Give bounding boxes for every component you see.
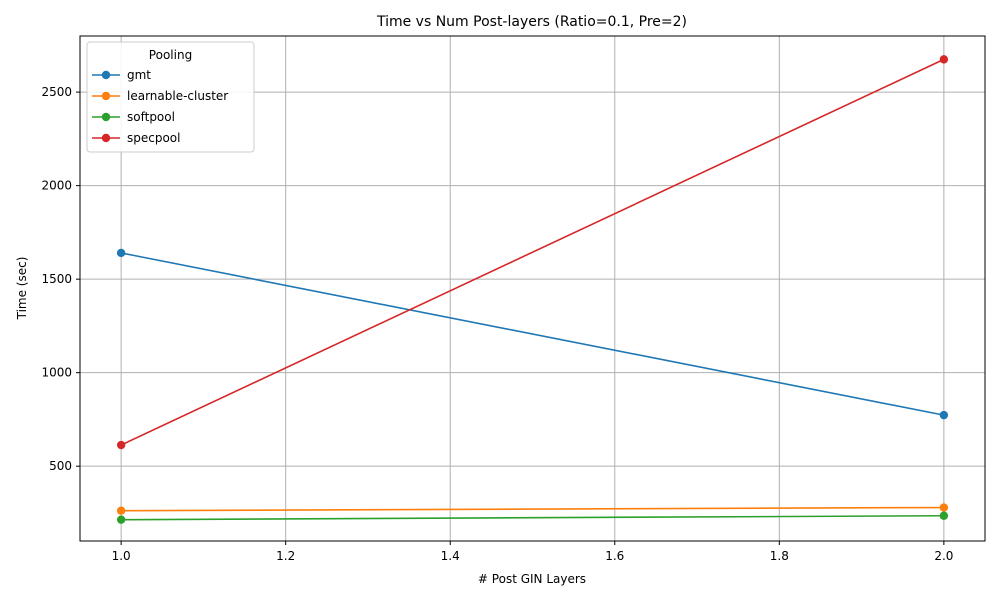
y-tick-label: 2500 <box>41 85 72 99</box>
legend-label: gmt <box>127 68 151 82</box>
legend-label: learnable-cluster <box>127 89 228 103</box>
x-tick-label: 2.0 <box>934 549 953 563</box>
legend-item: gmt <box>92 68 151 82</box>
legend-label: softpool <box>127 110 175 124</box>
legend-marker <box>101 133 111 143</box>
series-line <box>121 506 944 512</box>
legend-item: learnable-cluster <box>92 89 228 103</box>
chart-title: Time vs Num Post-layers (Ratio=0.1, Pre=… <box>376 14 687 30</box>
legend-box <box>86 41 255 153</box>
legend-label: specpool <box>127 131 180 145</box>
legend-marker <box>101 91 111 101</box>
legend-title: Pooling <box>149 48 192 62</box>
data-point <box>116 515 126 524</box>
data-point <box>939 55 949 64</box>
plot-frame <box>79 35 986 542</box>
data-point <box>116 506 126 515</box>
y-tick-label: 1500 <box>41 272 72 286</box>
series-layer <box>116 55 949 524</box>
legend: Pooling gmt learnable-cluster softpool specp… <box>86 41 255 153</box>
series-line <box>120 252 945 416</box>
x-tick-label: 1.8 <box>770 549 789 563</box>
legend-marker <box>101 70 111 80</box>
data-point <box>116 440 126 450</box>
legend-marker <box>101 112 111 122</box>
data-point <box>939 410 949 420</box>
series-softpool <box>116 511 949 524</box>
x-tick-label: 1.6 <box>605 549 624 563</box>
y-tick-label: 500 <box>49 459 72 473</box>
series-specpool <box>116 55 949 450</box>
legend-item: softpool <box>92 110 175 124</box>
x-axis: 1.0 1.2 1.4 1.6 1.8 2.0 <box>112 541 953 563</box>
legend-item: specpool <box>92 131 180 145</box>
x-axis-label: # Post GIN Layers <box>478 572 586 586</box>
series-learnable-cluster <box>116 503 949 515</box>
data-point <box>939 511 949 520</box>
y-tick-label: 2000 <box>41 179 72 193</box>
y-axis-label: Time (sec) <box>15 257 29 321</box>
x-tick-label: 1.0 <box>112 549 131 563</box>
data-point <box>939 503 949 512</box>
x-tick-label: 1.4 <box>441 549 460 563</box>
y-tick-label: 1000 <box>41 366 72 380</box>
series-line <box>120 58 945 446</box>
data-point <box>116 248 126 258</box>
y-axis: 500 1000 1500 2000 2500 <box>41 85 80 473</box>
x-tick-label: 1.2 <box>276 549 295 563</box>
series-gmt <box>116 248 949 420</box>
series-line <box>121 514 944 521</box>
